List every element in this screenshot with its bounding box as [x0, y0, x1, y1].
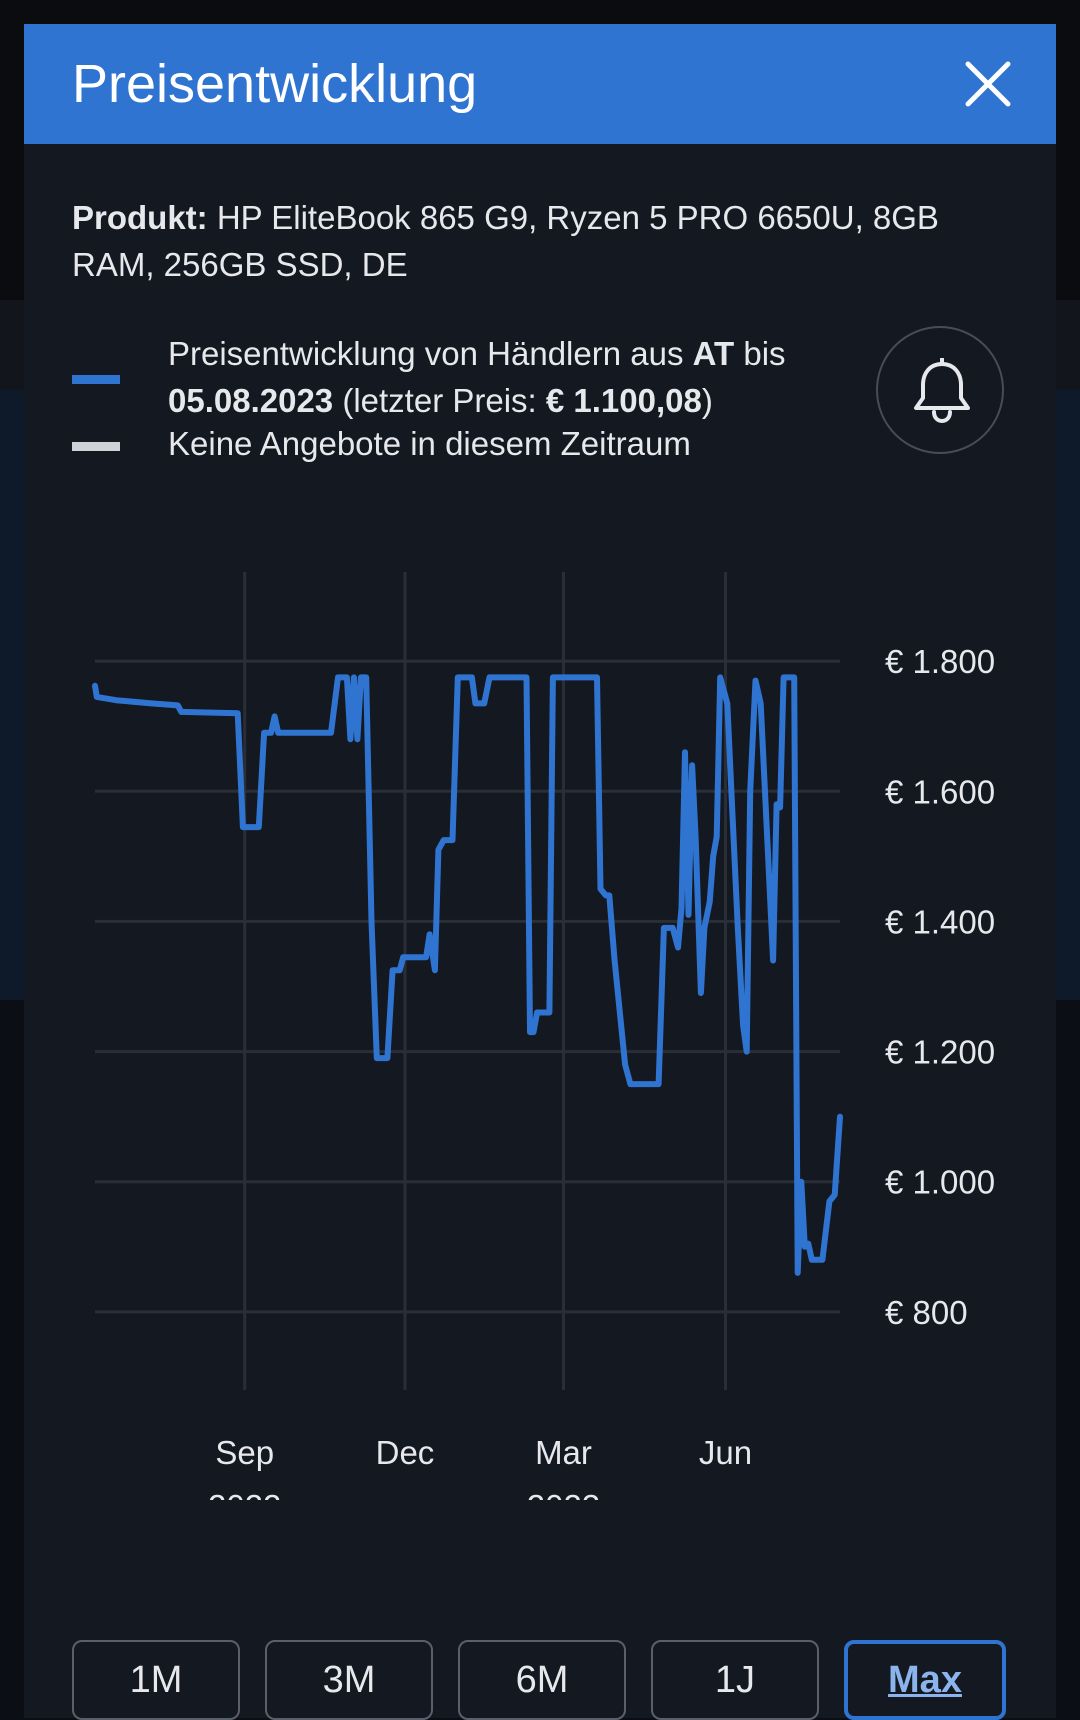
x-tick-label-year: 2022 [208, 1488, 281, 1500]
x-tick-label: Sep [215, 1434, 274, 1471]
y-tick-label: € 800 [885, 1294, 968, 1331]
range-button-6m[interactable]: 6M [458, 1640, 626, 1720]
x-tick-label-year: 2023 [527, 1488, 600, 1500]
x-tick-label: Jun [699, 1434, 752, 1471]
price-series-line [95, 677, 840, 1273]
y-tick-label: € 1.400 [885, 903, 995, 940]
range-button-1j[interactable]: 1J [651, 1640, 819, 1720]
range-button-max[interactable]: Max [844, 1640, 1006, 1720]
y-tick-label: € 1.800 [885, 643, 995, 680]
y-tick-label: € 1.600 [885, 773, 995, 810]
range-button-1m[interactable]: 1M [72, 1640, 240, 1720]
y-tick-label: € 1.200 [885, 1034, 995, 1071]
range-button-3m[interactable]: 3M [265, 1640, 433, 1720]
price-chart: € 800 € 1.000 € 1.200 € 1.400 € 1.600 € 1.800… [0, 0, 1080, 1500]
y-tick-label: € 1.000 [885, 1164, 995, 1201]
x-tick-label: Mar [535, 1434, 592, 1471]
x-tick-label: Dec [376, 1434, 435, 1471]
